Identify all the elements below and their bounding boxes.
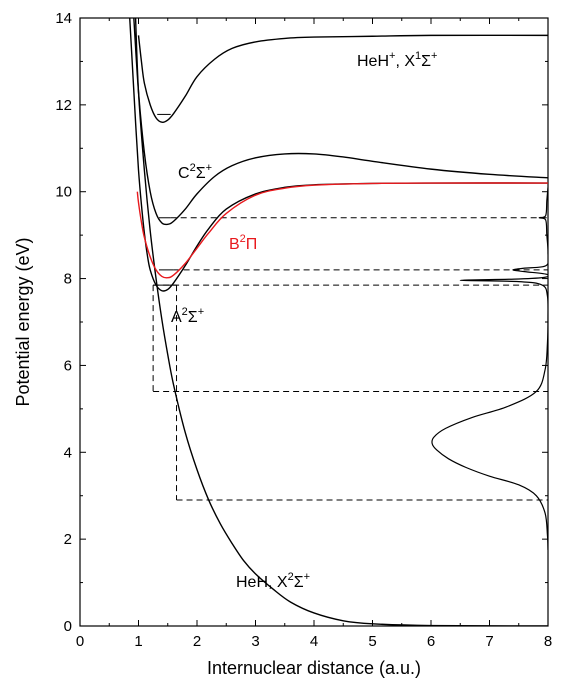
x-tick-label: 5	[368, 633, 376, 650]
x-tick-label: 7	[485, 633, 493, 650]
curve-b2pi	[136, 182, 548, 279]
y-tick-label: 12	[55, 97, 72, 114]
y-tick-label: 6	[64, 357, 72, 374]
y-tick-label: 2	[64, 531, 72, 548]
curve-a2sigma	[129, 18, 548, 292]
y-tick-label: 4	[64, 444, 72, 461]
x-tick-label: 6	[427, 633, 435, 650]
label-c2sigma: C2Σ+	[178, 162, 212, 182]
x-tick-label: 3	[251, 633, 259, 650]
label-heh: HeH, X2Σ+	[236, 571, 310, 591]
y-tick-label: 14	[55, 10, 72, 27]
spectrum-line	[431, 187, 548, 551]
x-axis-title: Internuclear distance (a.u.)	[207, 658, 421, 678]
y-tick-label: 10	[55, 184, 72, 201]
y-tick-label: 0	[64, 618, 72, 635]
curve-hehplus	[137, 34, 548, 123]
axis-ticks	[79, 17, 549, 627]
x-tick-label: 4	[310, 633, 318, 650]
curve-c2sigma	[133, 18, 548, 226]
vibrational-levels	[153, 113, 177, 286]
plot-frame	[79, 17, 549, 627]
x-tick-label: 2	[193, 633, 201, 650]
x-tick-label: 1	[134, 633, 142, 650]
transition-dashed-lines	[152, 217, 548, 501]
y-tick-label: 8	[64, 271, 72, 288]
x-tick-label: 8	[544, 633, 552, 650]
curve-heh	[134, 18, 548, 626]
y-axis-title: Potential energy (eV)	[13, 237, 33, 406]
emission-spectrum	[431, 187, 548, 551]
potential-curves	[129, 18, 548, 626]
x-tick-label: 0	[76, 633, 84, 650]
label-b2pi: B2Π	[229, 233, 257, 253]
label-hehplus: HeH+, X1Σ+	[357, 50, 437, 70]
label-a2sigma: A2Σ+	[171, 306, 204, 326]
